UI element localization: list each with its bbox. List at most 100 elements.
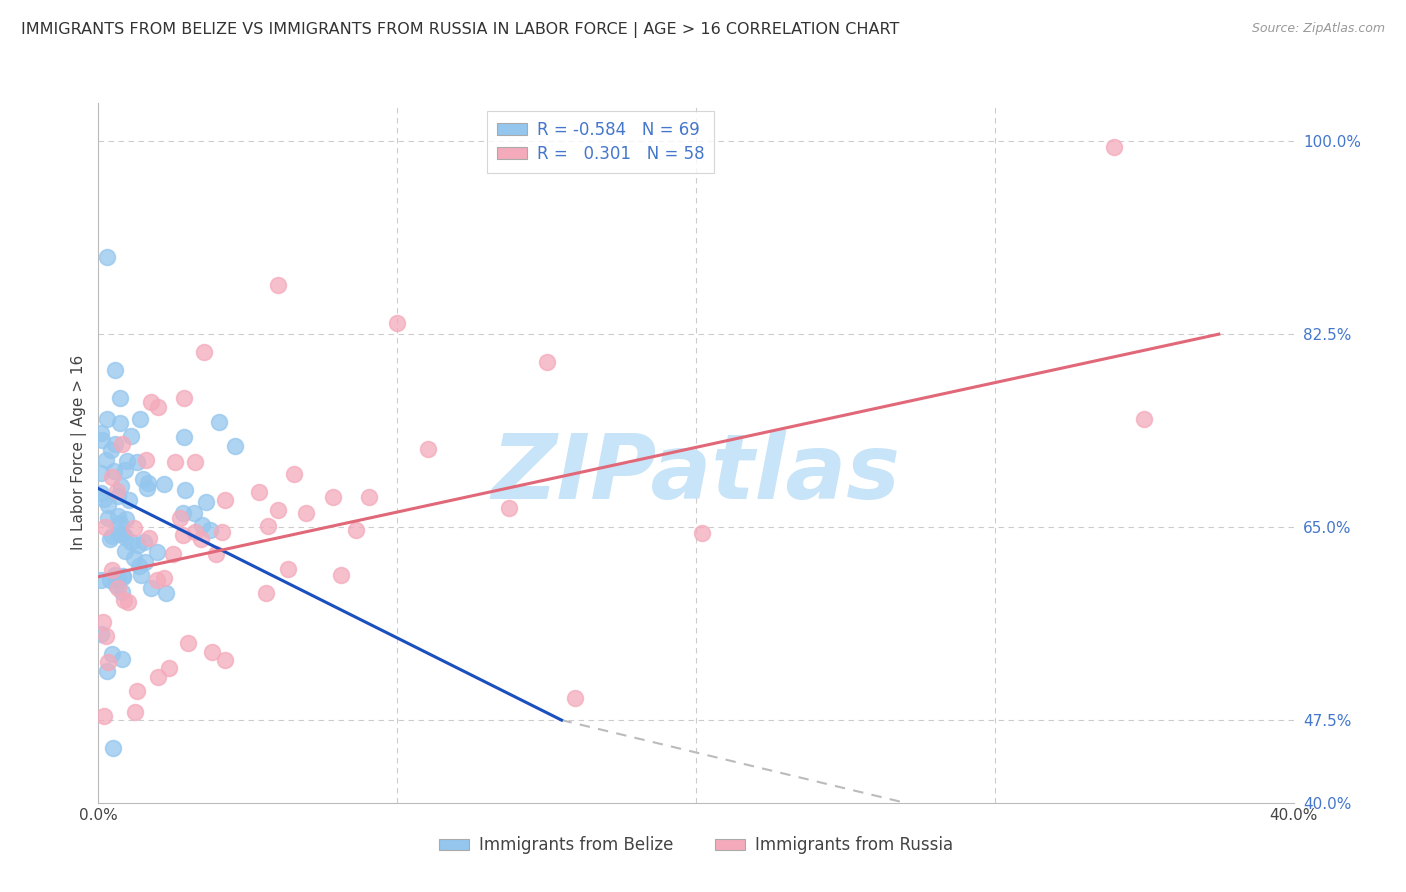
Point	[184, 524, 207, 539]
Point	[125, 455, 148, 469]
Point	[128, 558, 150, 573]
Point	[132, 535, 155, 549]
Point	[177, 636, 200, 650]
Point	[254, 585, 277, 599]
Point	[111, 527, 134, 541]
Point	[114, 543, 136, 558]
Point	[117, 595, 139, 609]
Point	[120, 429, 142, 443]
Point	[418, 442, 440, 456]
Point	[90, 425, 112, 440]
Point	[101, 470, 124, 484]
Point	[96, 629, 118, 643]
Point	[155, 585, 177, 599]
Point	[204, 548, 226, 562]
Point	[108, 416, 131, 430]
Point	[118, 492, 141, 507]
Point	[329, 568, 352, 582]
Point	[134, 555, 156, 569]
Point	[129, 567, 152, 582]
Point	[184, 455, 207, 469]
Point	[148, 400, 170, 414]
Point	[107, 525, 129, 540]
Point	[194, 495, 217, 509]
Point	[91, 615, 114, 630]
Point	[107, 582, 129, 596]
Point	[146, 544, 169, 558]
Point	[112, 568, 135, 582]
Point	[98, 573, 121, 587]
Point	[173, 483, 195, 497]
Point	[127, 684, 149, 698]
Point	[277, 562, 299, 576]
Point	[111, 652, 134, 666]
Point	[224, 439, 246, 453]
Point	[322, 490, 344, 504]
Point	[90, 467, 112, 481]
Point	[283, 467, 305, 481]
Point	[100, 442, 122, 457]
Point	[132, 472, 155, 486]
Point	[114, 530, 136, 544]
Point	[172, 528, 194, 542]
Point	[97, 498, 120, 512]
Point	[103, 740, 125, 755]
Point	[107, 483, 129, 498]
Point	[146, 670, 169, 684]
Point	[108, 391, 131, 405]
Point	[124, 706, 146, 720]
Point	[267, 502, 290, 516]
Legend: Immigrants from Belize, Immigrants from Russia: Immigrants from Belize, Immigrants from …	[432, 830, 960, 861]
Point	[101, 647, 124, 661]
Point	[690, 525, 713, 540]
Point	[107, 572, 129, 586]
Point	[104, 567, 127, 582]
Point	[1104, 139, 1126, 153]
Point	[138, 531, 160, 545]
Point	[97, 655, 120, 669]
Text: ZIPatlas: ZIPatlas	[492, 430, 900, 517]
Point	[93, 491, 115, 506]
Point	[96, 250, 118, 264]
Point	[90, 574, 112, 588]
Point	[101, 563, 124, 577]
Point	[214, 492, 236, 507]
Point	[90, 486, 112, 500]
Point	[357, 491, 380, 505]
Point	[112, 593, 135, 607]
Point	[214, 653, 236, 667]
Point	[267, 277, 290, 292]
Point	[96, 412, 118, 426]
Point	[104, 363, 127, 377]
Point	[98, 532, 121, 546]
Point	[111, 436, 134, 450]
Point	[146, 573, 169, 587]
Point	[112, 570, 135, 584]
Point	[211, 524, 233, 539]
Point	[94, 520, 117, 534]
Point	[115, 512, 138, 526]
Point	[110, 516, 132, 530]
Point	[173, 429, 195, 443]
Point	[104, 577, 127, 591]
Text: IMMIGRANTS FROM BELIZE VS IMMIGRANTS FROM RUSSIA IN LABOR FORCE | AGE > 16 CORRE: IMMIGRANTS FROM BELIZE VS IMMIGRANTS FRO…	[21, 22, 900, 38]
Point	[295, 506, 318, 520]
Point	[136, 476, 159, 491]
Point	[127, 538, 149, 552]
Y-axis label: In Labor Force | Age > 16: In Labor Force | Age > 16	[72, 355, 87, 550]
Point	[114, 462, 136, 476]
Point	[191, 517, 214, 532]
Point	[193, 344, 215, 359]
Point	[344, 523, 367, 537]
Point	[152, 476, 174, 491]
Point	[172, 506, 194, 520]
Point	[153, 571, 176, 585]
Point	[94, 453, 117, 467]
Point	[103, 464, 125, 478]
Point	[207, 415, 229, 429]
Point	[162, 547, 184, 561]
Point	[385, 316, 409, 330]
Point	[128, 412, 150, 426]
Point	[190, 532, 212, 546]
Point	[96, 664, 118, 678]
